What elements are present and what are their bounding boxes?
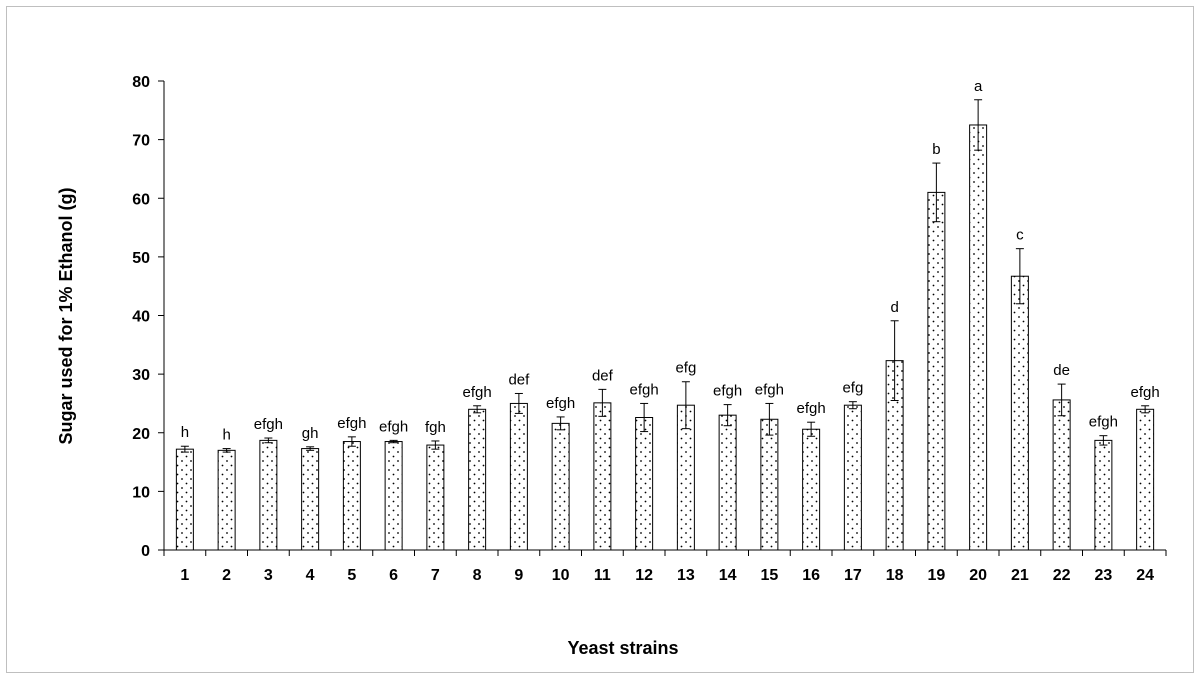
- x-tick-label: 9: [514, 567, 523, 584]
- significance-label: gh: [302, 425, 319, 442]
- bar: [927, 191, 946, 551]
- chart-frame: [6, 6, 1194, 673]
- significance-label: efgh: [713, 383, 742, 400]
- bar: [301, 448, 320, 551]
- x-tick-label: 10: [552, 567, 570, 584]
- y-axis-title: Sugar used for 1% Ethanol (g): [56, 187, 76, 444]
- bar: [843, 404, 862, 551]
- significance-label: efgh: [463, 384, 492, 401]
- significance-label: efgh: [1089, 414, 1118, 431]
- x-tick-label: 20: [969, 567, 987, 584]
- x-tick-label: 8: [473, 567, 482, 584]
- x-tick-label: 19: [927, 567, 945, 584]
- bar: [1010, 275, 1029, 551]
- x-tick-label: 1: [180, 567, 189, 584]
- bar: [1094, 439, 1113, 551]
- x-tick-label: 4: [306, 567, 315, 584]
- y-tick-label: 50: [132, 250, 150, 267]
- bar: [217, 449, 236, 551]
- y-tick-label: 60: [132, 191, 150, 208]
- bar: [175, 448, 194, 551]
- significance-label: d: [890, 299, 898, 316]
- x-tick-label: 15: [760, 567, 778, 584]
- bar: [468, 408, 487, 551]
- x-tick-label: 17: [844, 567, 862, 584]
- x-tick-label: 6: [389, 567, 398, 584]
- x-tick-label: 2: [222, 567, 231, 584]
- significance-label: efgh: [254, 416, 283, 433]
- x-tick-label: 3: [264, 567, 273, 584]
- significance-label: def: [508, 371, 530, 388]
- bar: [342, 441, 361, 551]
- x-tick-label: 12: [635, 567, 653, 584]
- bar: [1052, 399, 1071, 551]
- significance-label: efgh: [755, 381, 784, 398]
- x-tick-label: 22: [1053, 567, 1071, 584]
- significance-label: efgh: [1131, 384, 1160, 401]
- x-tick-label: 13: [677, 567, 695, 584]
- y-tick-label: 40: [132, 309, 150, 326]
- significance-label: a: [974, 78, 983, 95]
- significance-label: h: [181, 424, 189, 441]
- x-tick-label: 18: [886, 567, 904, 584]
- significance-label: efgh: [797, 400, 826, 417]
- x-tick-label: 24: [1136, 567, 1154, 584]
- bar: [593, 402, 612, 551]
- y-tick-label: 0: [141, 543, 150, 560]
- x-tick-label: 23: [1094, 567, 1112, 584]
- significance-label: efgh: [379, 418, 408, 435]
- significance-label: h: [222, 427, 230, 444]
- plot-area: 0 10 20 30 40 50 60 70 80 h 1 h 2 efgh 3 gh 4 efgh 5 efgh 6 f…: [132, 74, 1167, 584]
- y-tick-label: 30: [132, 367, 150, 384]
- y-tick-label: 10: [132, 484, 150, 501]
- x-tick-label: 14: [719, 567, 737, 584]
- significance-label: efg: [675, 360, 696, 377]
- bar: [635, 417, 654, 551]
- x-tick-label: 16: [802, 567, 820, 584]
- x-tick-label: 5: [347, 567, 356, 584]
- significance-label: efgh: [546, 395, 575, 412]
- bar: [969, 124, 988, 551]
- y-tick-label: 20: [132, 426, 150, 443]
- x-tick-label: 7: [431, 567, 440, 584]
- significance-label: fgh: [425, 419, 446, 436]
- bar: [760, 418, 779, 551]
- significance-label: c: [1016, 227, 1024, 244]
- bar: [426, 444, 445, 551]
- bar: [802, 428, 821, 551]
- bar: [259, 439, 278, 551]
- y-tick-label: 70: [132, 133, 150, 150]
- bar: [1136, 408, 1155, 551]
- significance-label: de: [1053, 362, 1070, 379]
- significance-label: efgh: [337, 415, 366, 432]
- bar: [384, 441, 403, 551]
- bar: [718, 414, 737, 551]
- significance-label: efgh: [630, 381, 659, 398]
- x-tick-label: 21: [1011, 567, 1029, 584]
- x-tick-label: 11: [594, 567, 611, 584]
- bar: [551, 422, 570, 551]
- x-axis-title: Yeast strains: [567, 638, 678, 658]
- significance-label: efg: [842, 380, 863, 397]
- bar: [509, 402, 528, 551]
- y-tick-label: 80: [132, 74, 150, 91]
- significance-label: b: [932, 141, 940, 158]
- significance-label: def: [592, 367, 614, 384]
